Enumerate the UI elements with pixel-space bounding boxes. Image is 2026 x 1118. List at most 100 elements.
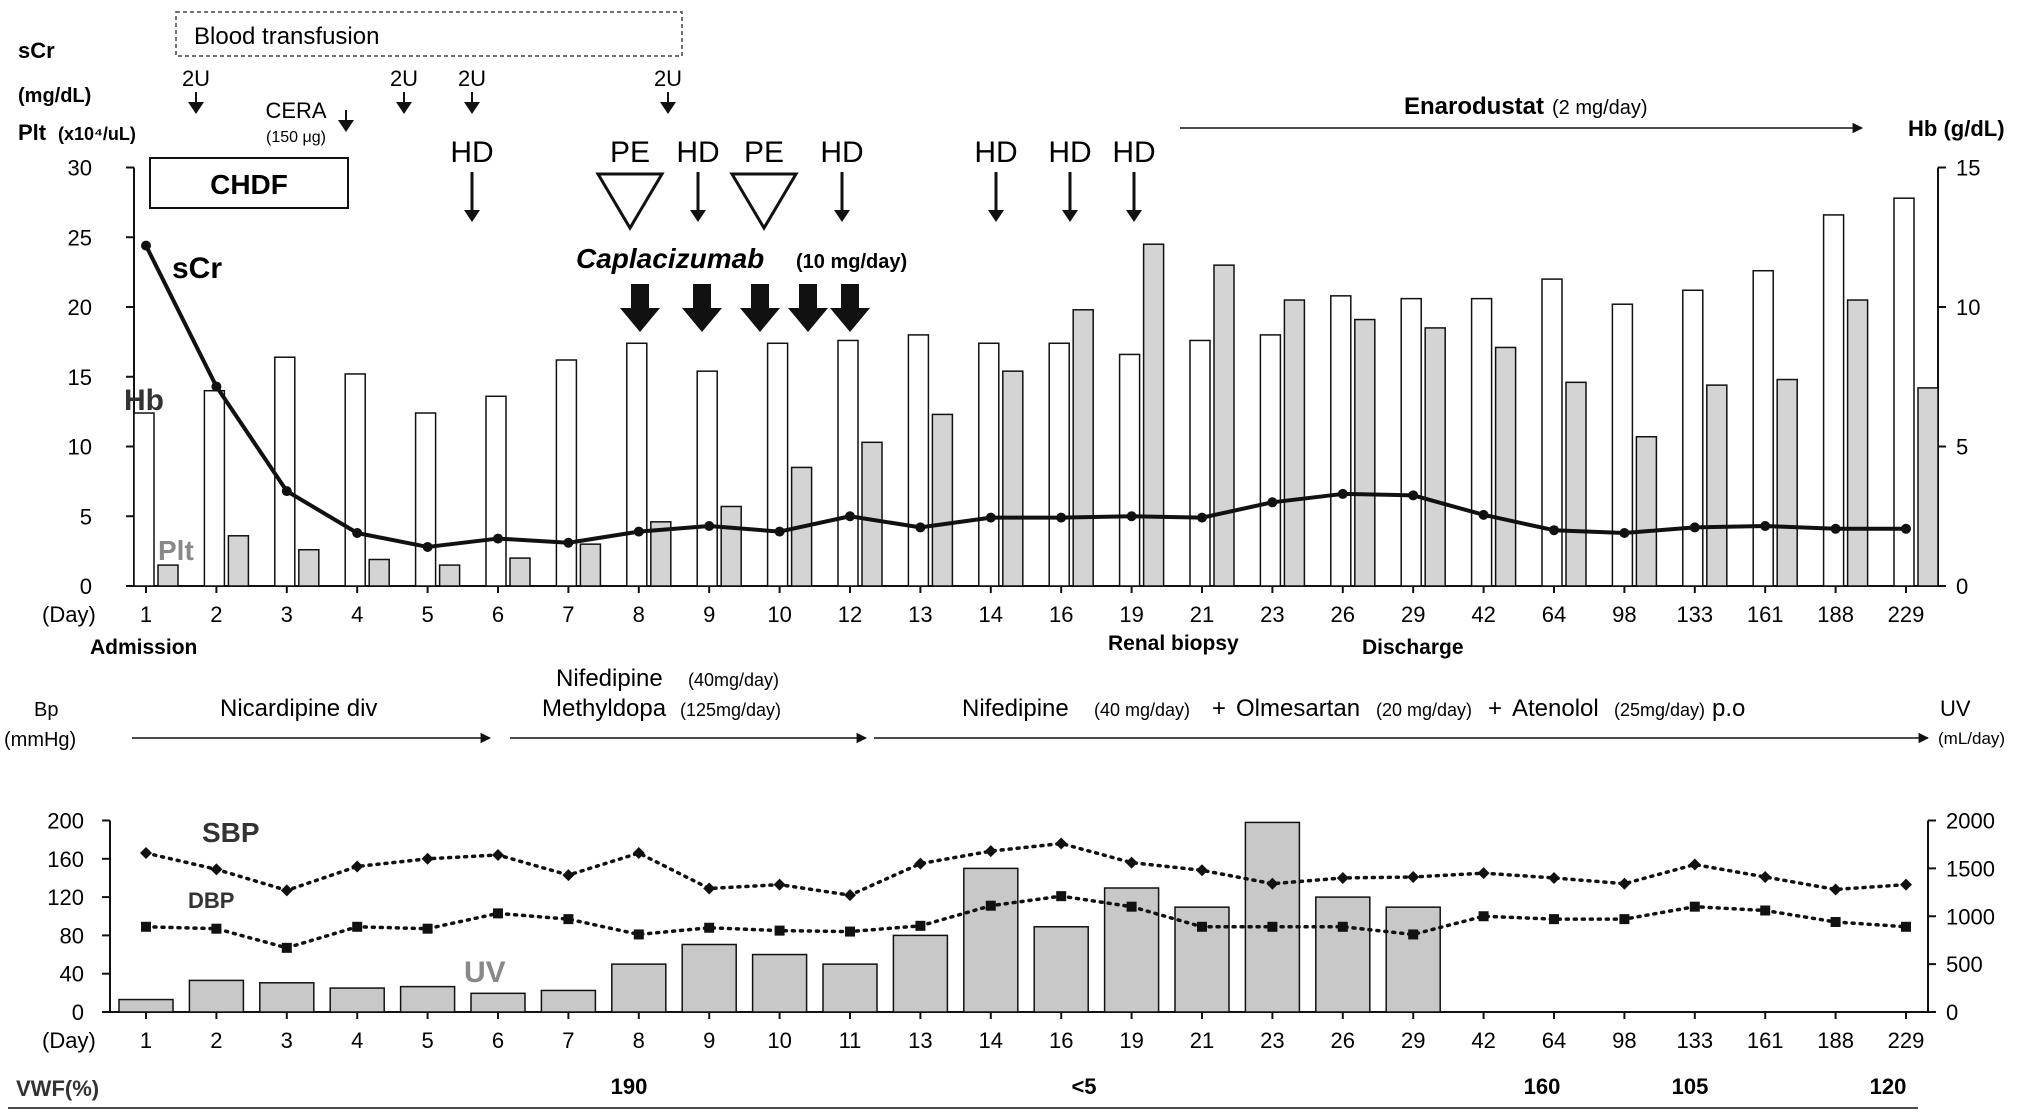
x-tick-label: 10: [767, 602, 791, 627]
chdf-label: CHDF: [210, 169, 288, 200]
phase3-plus: +: [1212, 695, 1226, 722]
left-tick-label: 200: [47, 809, 84, 834]
uv-bar: [540, 989, 597, 1013]
uv-bar: [822, 963, 878, 1013]
uv-bar: [188, 979, 245, 1013]
left-tick-label: 120: [47, 885, 84, 910]
hd-arrow-head: [834, 210, 850, 222]
hd-label: HD: [1048, 136, 1091, 169]
plt-bar: [1213, 264, 1235, 587]
sbp-series-label: SBP: [202, 817, 260, 848]
uv-bar: [1315, 896, 1371, 1013]
x-tick-label: 7: [562, 602, 574, 627]
sbp-point: [1407, 870, 1420, 883]
x-tick-label: 29: [1401, 602, 1425, 627]
renal-biopsy-label: Renal biopsy: [1108, 632, 1239, 655]
vwf-value: <5: [1071, 1074, 1096, 1099]
scr-point: [1760, 521, 1771, 532]
x-tick-label: 64: [1542, 602, 1566, 627]
dbp-point: [845, 926, 855, 937]
cera-arrow-head: [338, 120, 354, 132]
x-tick-label: 12: [838, 602, 862, 627]
right-axis-title-uv: UV: [1940, 696, 1971, 721]
uv-bar: [963, 867, 1019, 1013]
x-tick-label: 133: [1676, 1028, 1713, 1053]
blood-transfusion-label: Blood transfusion: [194, 23, 379, 50]
x-tick-label: 7: [562, 1028, 574, 1053]
plt-bar: [1565, 381, 1587, 587]
sbp-point: [1829, 883, 1842, 896]
dbp-point: [493, 908, 503, 919]
sbp-point: [1266, 877, 1279, 890]
scr-point: [1619, 527, 1630, 538]
dbp-point: [1760, 905, 1771, 916]
caplacizumab-arrow: [830, 284, 870, 332]
x-tick-label: 2: [210, 1028, 222, 1053]
phase3-atenolol-dose: (25mg/day): [1614, 700, 1705, 720]
x-tick-label: 161: [1747, 602, 1784, 627]
uv-bar: [259, 982, 315, 1013]
x-axis-title: (Day): [42, 1028, 96, 1053]
chdf-box: [149, 157, 349, 209]
dbp-series-label: DBP: [188, 888, 234, 913]
right-axis-title: Hb (g/dL): [1908, 116, 2005, 141]
dbp-point: [1126, 901, 1137, 912]
sbp-point: [1125, 856, 1138, 869]
plt-bar: [298, 548, 320, 587]
phase2-line1: Nifedipine: [556, 665, 663, 692]
plt-bar: [438, 564, 461, 587]
left-tick-label: 160: [47, 847, 84, 872]
caplacizumab-dose: (10 mg/day): [796, 251, 907, 273]
uv-bar: [681, 943, 737, 1013]
dbp-point: [211, 923, 222, 934]
scr-point: [281, 486, 292, 497]
right-tick-label: 0: [1946, 1000, 1958, 1025]
hb-bar: [344, 373, 366, 587]
uv-bar: [1385, 906, 1441, 1013]
left-tick-label: 0: [80, 574, 92, 599]
hb-bar: [1118, 353, 1141, 587]
sbp-point: [1548, 871, 1560, 884]
x-tick-label: 19: [1119, 1028, 1143, 1053]
left-axis-title-scr: sCr: [18, 38, 55, 63]
plt-bar: [368, 558, 390, 587]
x-tick-label: 42: [1471, 602, 1495, 627]
hb-bar: [907, 334, 930, 587]
right-tick-label: 2000: [1946, 809, 1995, 834]
dbp-point: [1830, 916, 1841, 927]
phase3-route: p.o: [1712, 695, 1745, 722]
bp-urine-chart: 040801201602000500100015002000Bp(mmHg)UV…: [4, 665, 2005, 1109]
scr-point: [1689, 522, 1700, 533]
scr-point: [1056, 512, 1067, 523]
x-tick-label: 23: [1260, 602, 1284, 627]
hb-bar: [1541, 278, 1563, 587]
scr-point: [985, 512, 996, 523]
plt-bar: [861, 441, 883, 587]
dbp-point: [281, 942, 292, 953]
scr-point: [633, 526, 644, 537]
x-tick-label: 13: [908, 1028, 932, 1053]
x-tick-label: 26: [1331, 1028, 1355, 1053]
left-tick-label: 20: [68, 295, 92, 320]
scr-series-label: sCr: [172, 252, 222, 285]
x-tick-label: 13: [908, 602, 932, 627]
transfusion-2u-label: 2U: [458, 66, 486, 91]
x-tick-label: 1: [140, 1028, 152, 1053]
scr-point: [1197, 512, 1207, 523]
vwf-value: 105: [1672, 1074, 1709, 1099]
plt-bar: [720, 505, 742, 587]
transfusion-arrow-head: [464, 102, 480, 114]
left-tick-label: 30: [68, 156, 92, 181]
right-tick-label: 15: [1956, 156, 1980, 181]
dbp-point: [1197, 921, 1207, 932]
plt-bar: [1917, 387, 1939, 587]
dbp-point: [1337, 921, 1348, 932]
hb-bar: [133, 412, 155, 587]
sbp-line: [144, 841, 1908, 897]
uv-bar: [1033, 926, 1089, 1013]
sbp-point: [914, 857, 927, 870]
x-tick-label: 229: [1888, 1028, 1925, 1053]
dbp-point: [352, 921, 363, 932]
hb-bar: [1822, 214, 1845, 587]
dbp-point: [563, 914, 574, 925]
